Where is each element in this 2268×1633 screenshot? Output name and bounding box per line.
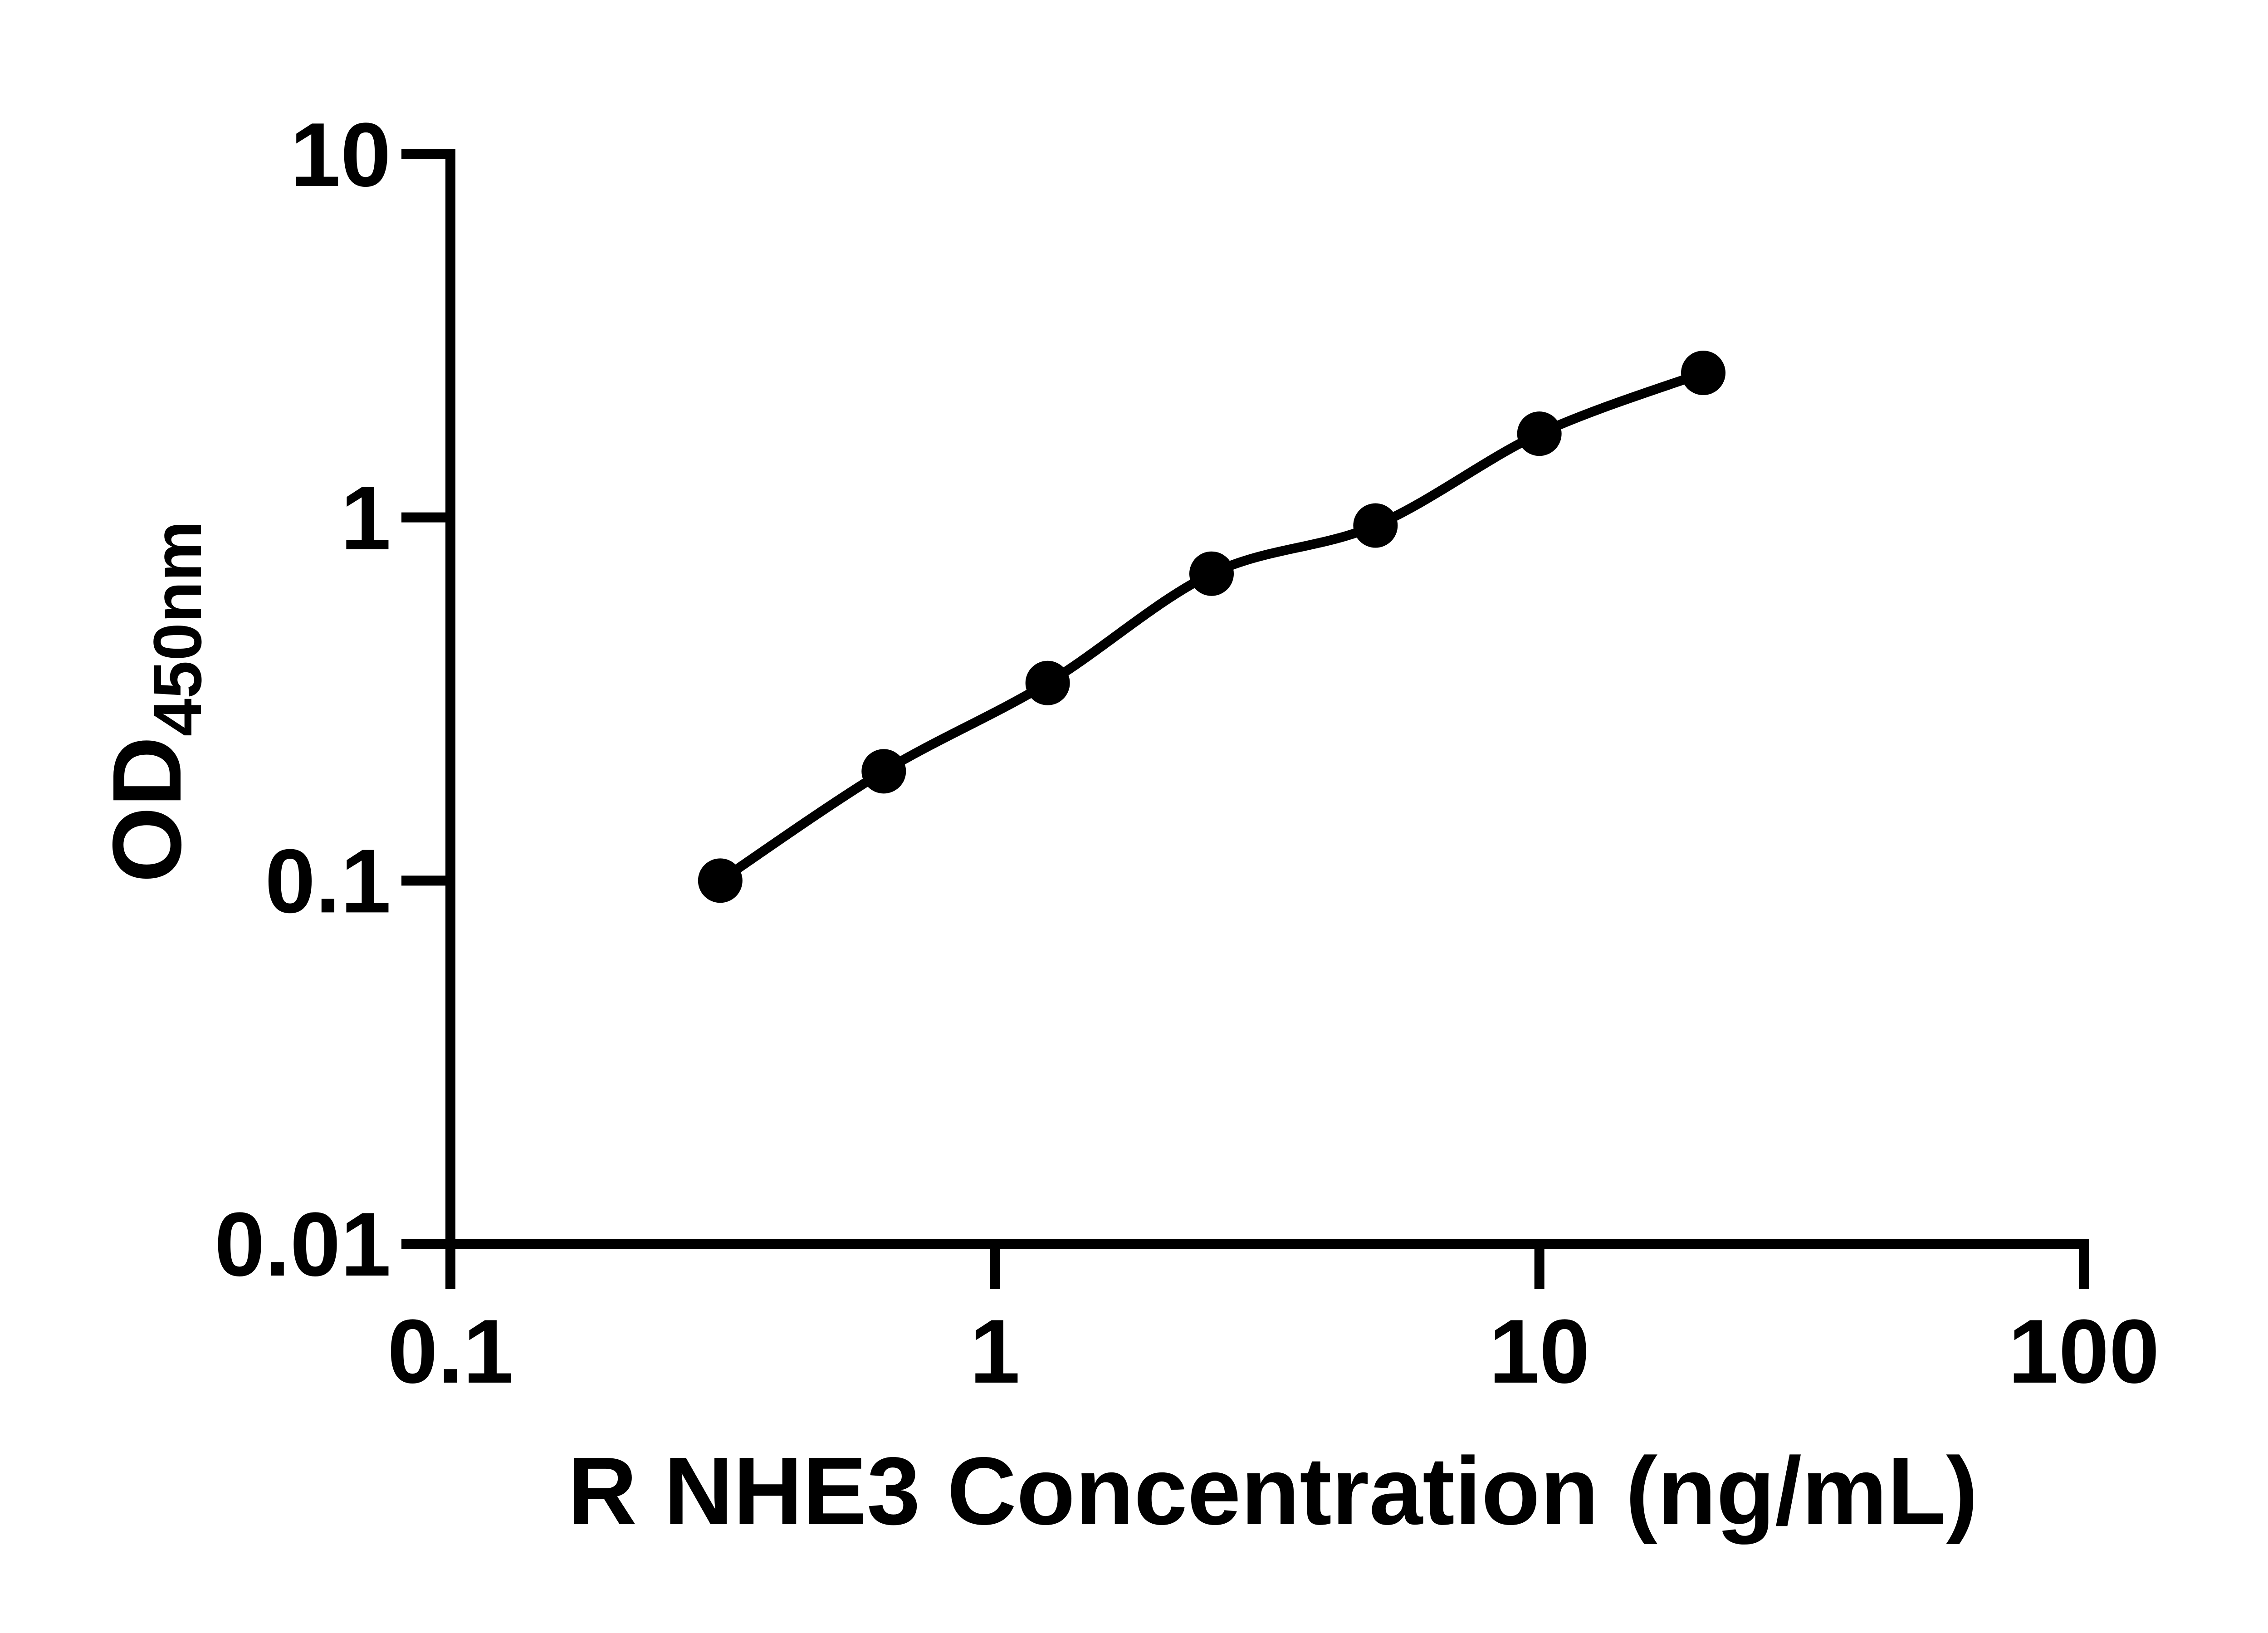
data-point <box>698 858 743 903</box>
fitted-curve <box>717 368 1705 885</box>
data-point <box>1025 660 1070 705</box>
x-tick-label: 100 <box>2008 1301 2160 1402</box>
data-point <box>1353 503 1398 548</box>
y-tick-label: 1 <box>341 468 391 569</box>
y-axis-title-subscript: 450nm <box>139 521 215 736</box>
x-tick-label: 10 <box>1489 1301 1589 1402</box>
y-tick-label: 0.01 <box>215 1194 391 1295</box>
x-tick-label: 1 <box>970 1301 1020 1402</box>
y-tick-label: 0.1 <box>265 831 391 932</box>
y-tick-label: 10 <box>290 104 391 205</box>
y-axis-title: OD450nm <box>92 521 215 883</box>
y-axis-title-main: OD <box>92 736 201 883</box>
data-point <box>861 749 906 794</box>
x-tick-label: 0.1 <box>387 1301 513 1402</box>
data-point <box>1517 411 1562 456</box>
data-point <box>1189 551 1234 596</box>
x-axis-title: R NHE3 Concentration (ng/mL) <box>567 1437 1978 1545</box>
data-point <box>1681 351 1725 396</box>
